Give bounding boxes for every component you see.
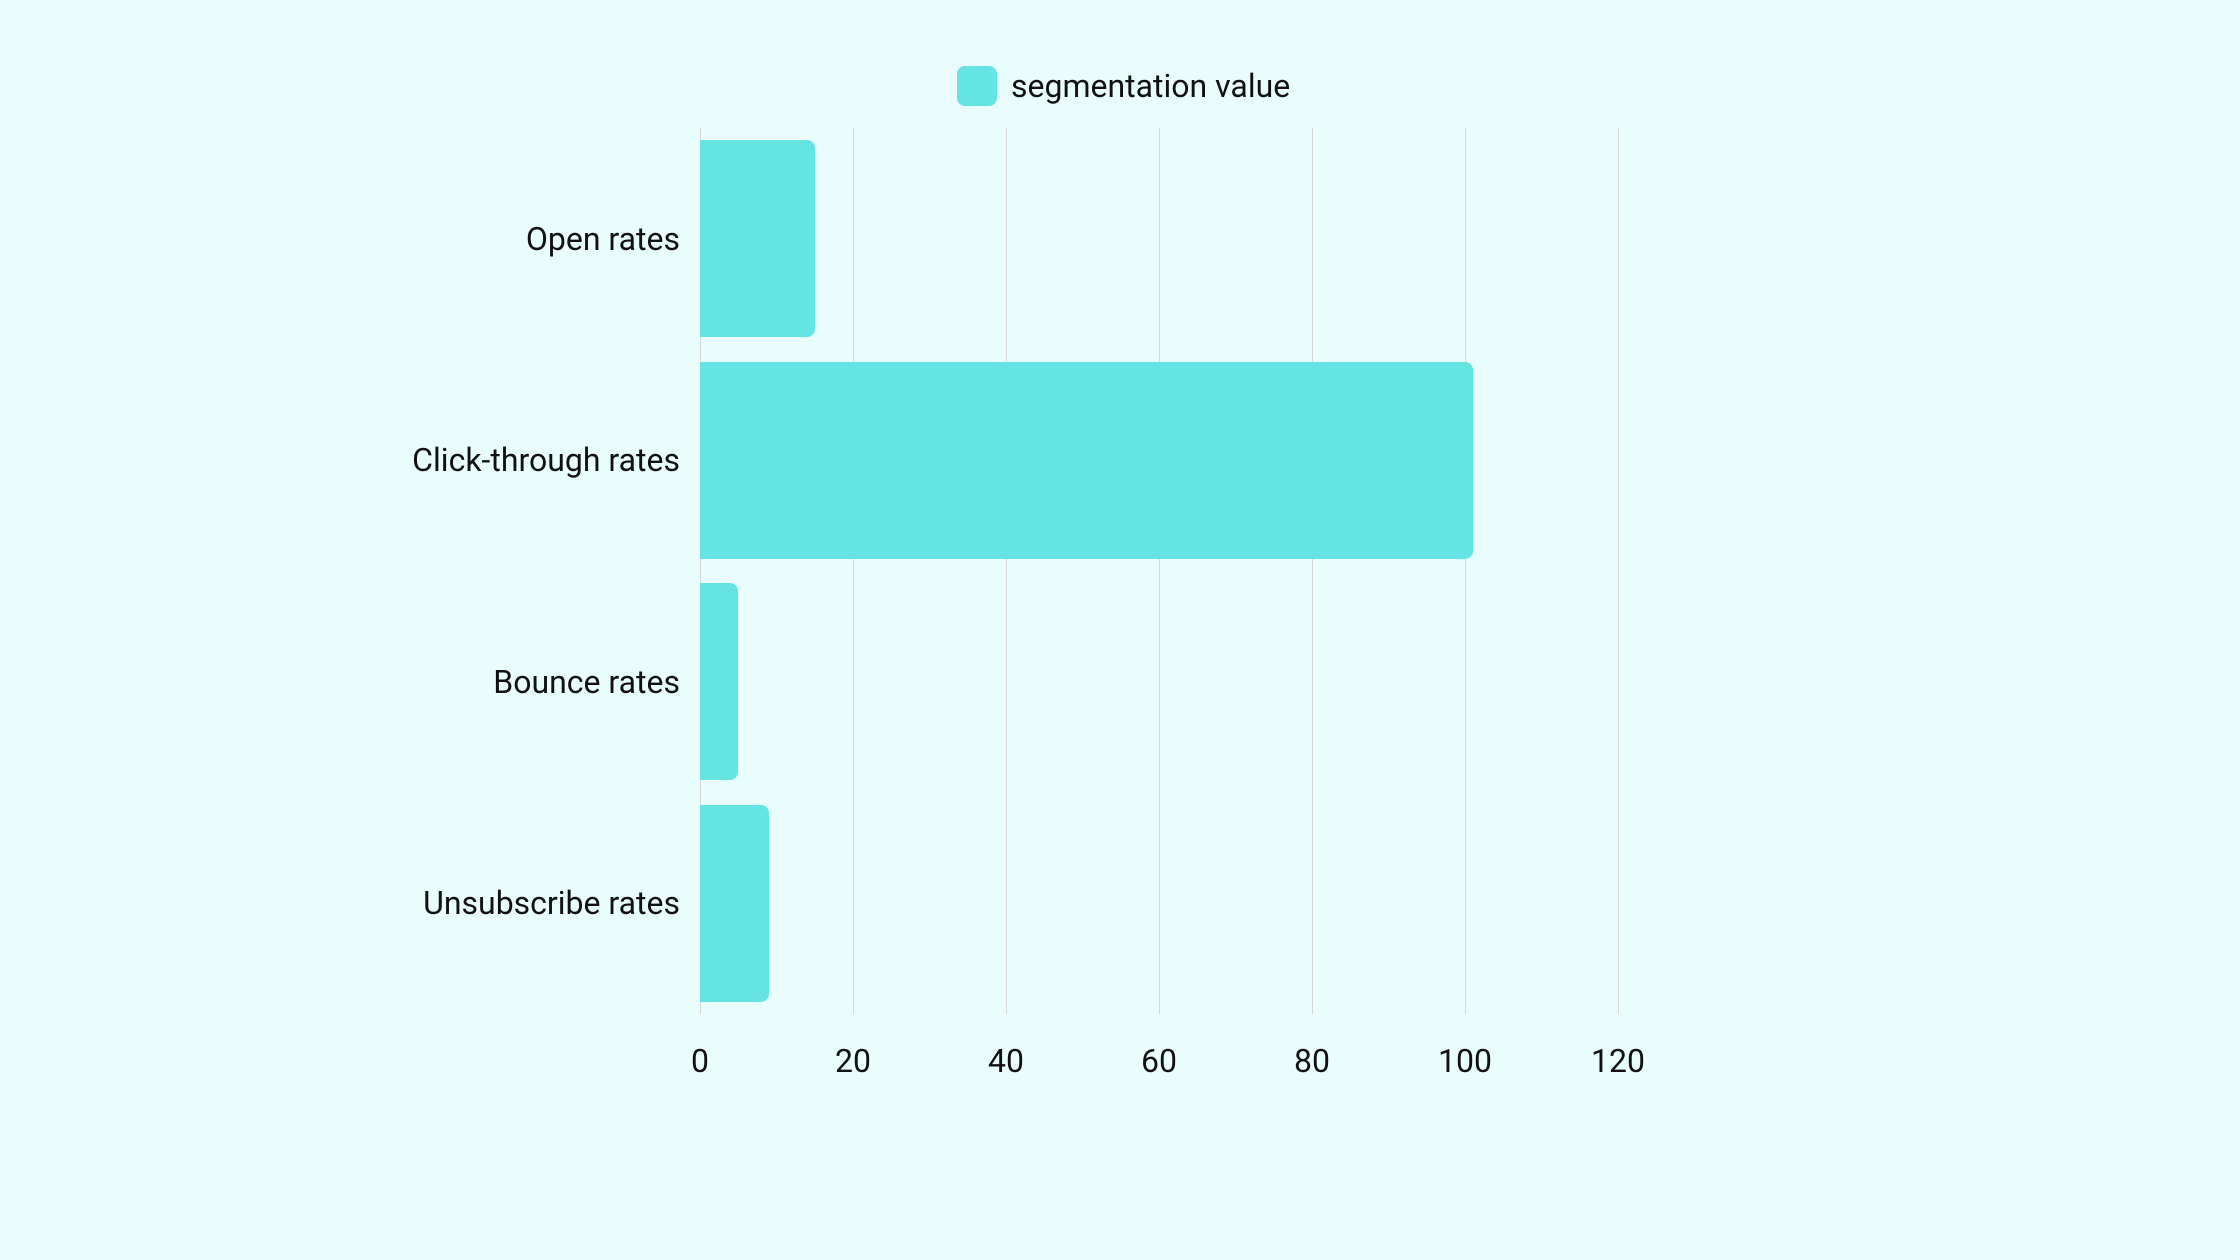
bar	[700, 362, 1473, 559]
x-gridline	[1465, 128, 1466, 1014]
x-gridline	[853, 128, 854, 1014]
x-tick-label: 80	[1294, 1042, 1330, 1080]
legend-label: segmentation value	[1011, 67, 1290, 105]
bar	[700, 140, 815, 337]
x-tick-label: 0	[691, 1042, 709, 1080]
category-label: Click-through rates	[412, 441, 680, 479]
x-tick-label: 60	[1141, 1042, 1177, 1080]
x-tick-label: 20	[835, 1042, 871, 1080]
bar	[700, 805, 769, 1002]
category-label: Unsubscribe rates	[423, 884, 680, 922]
x-gridline	[1312, 128, 1313, 1014]
x-gridline	[1618, 128, 1619, 1014]
category-label: Bounce rates	[493, 663, 680, 701]
chart-plot-area: 020406080100120	[700, 128, 1618, 1014]
x-gridline	[1159, 128, 1160, 1014]
x-tick-label: 120	[1591, 1042, 1645, 1080]
x-tick-label: 100	[1438, 1042, 1492, 1080]
chart-canvas: segmentation value 020406080100120 Open …	[0, 0, 2240, 1260]
category-label: Open rates	[526, 220, 680, 258]
x-gridline	[1006, 128, 1007, 1014]
bar	[700, 583, 738, 780]
x-tick-label: 40	[988, 1042, 1024, 1080]
legend-swatch	[957, 66, 997, 106]
chart-legend: segmentation value	[957, 66, 1290, 106]
